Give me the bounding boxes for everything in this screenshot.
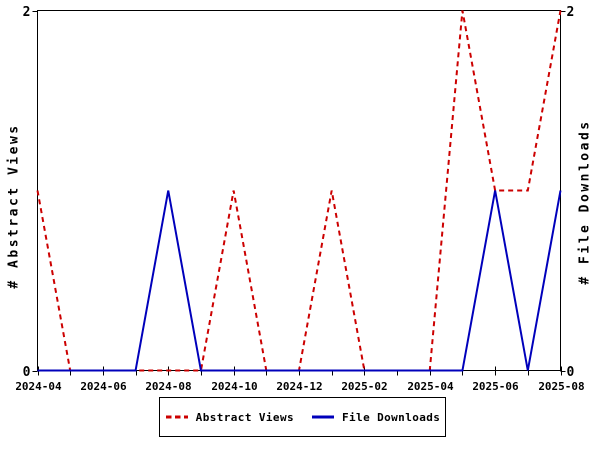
x-tick-label-2025-08: 2025-08 bbox=[538, 380, 584, 393]
x-tick-label-2024-06: 2024-06 bbox=[80, 380, 127, 393]
legend-label-abstract-views: Abstract Views bbox=[195, 410, 294, 424]
x-tick-label-2024-04: 2024-04 bbox=[15, 380, 62, 393]
x-tick-label-2025-04: 2025-04 bbox=[407, 380, 454, 393]
series-line-file-downloads bbox=[37, 190, 562, 372]
file-downloads-solid-line-icon bbox=[312, 415, 334, 419]
y-tick-label-right-0: 0 bbox=[567, 365, 575, 380]
y-axis-title-right: # File Downloads bbox=[577, 119, 593, 285]
x-tick-label-2024-08: 2024-08 bbox=[145, 380, 191, 393]
abstract-views-dashed-line-icon bbox=[165, 415, 188, 419]
legend-label-file-downloads: File Downloads bbox=[342, 410, 441, 424]
y-tick-label-left-2: 2 bbox=[23, 5, 31, 20]
x-tick-label-2025-02: 2025-02 bbox=[341, 380, 387, 393]
plot-frame bbox=[37, 10, 561, 371]
y-tick-label-right-2: 2 bbox=[567, 5, 575, 20]
x-tick-label-2024-10: 2024-10 bbox=[211, 380, 257, 393]
series-line-abstract-views bbox=[36, 10, 562, 372]
x-tick-label-2025-06: 2025-06 bbox=[472, 380, 519, 393]
legend-item-file-downloads: File Downloads bbox=[311, 411, 440, 424]
y-tick-label-left-0: 0 bbox=[23, 365, 31, 380]
y-axis-title-left: # Abstract Views bbox=[6, 123, 22, 289]
chart-legend: Abstract Views File Downloads bbox=[159, 397, 446, 437]
legend-item-abstract-views: Abstract Views bbox=[165, 411, 294, 424]
x-tick-label-2024-12: 2024-12 bbox=[276, 380, 322, 393]
